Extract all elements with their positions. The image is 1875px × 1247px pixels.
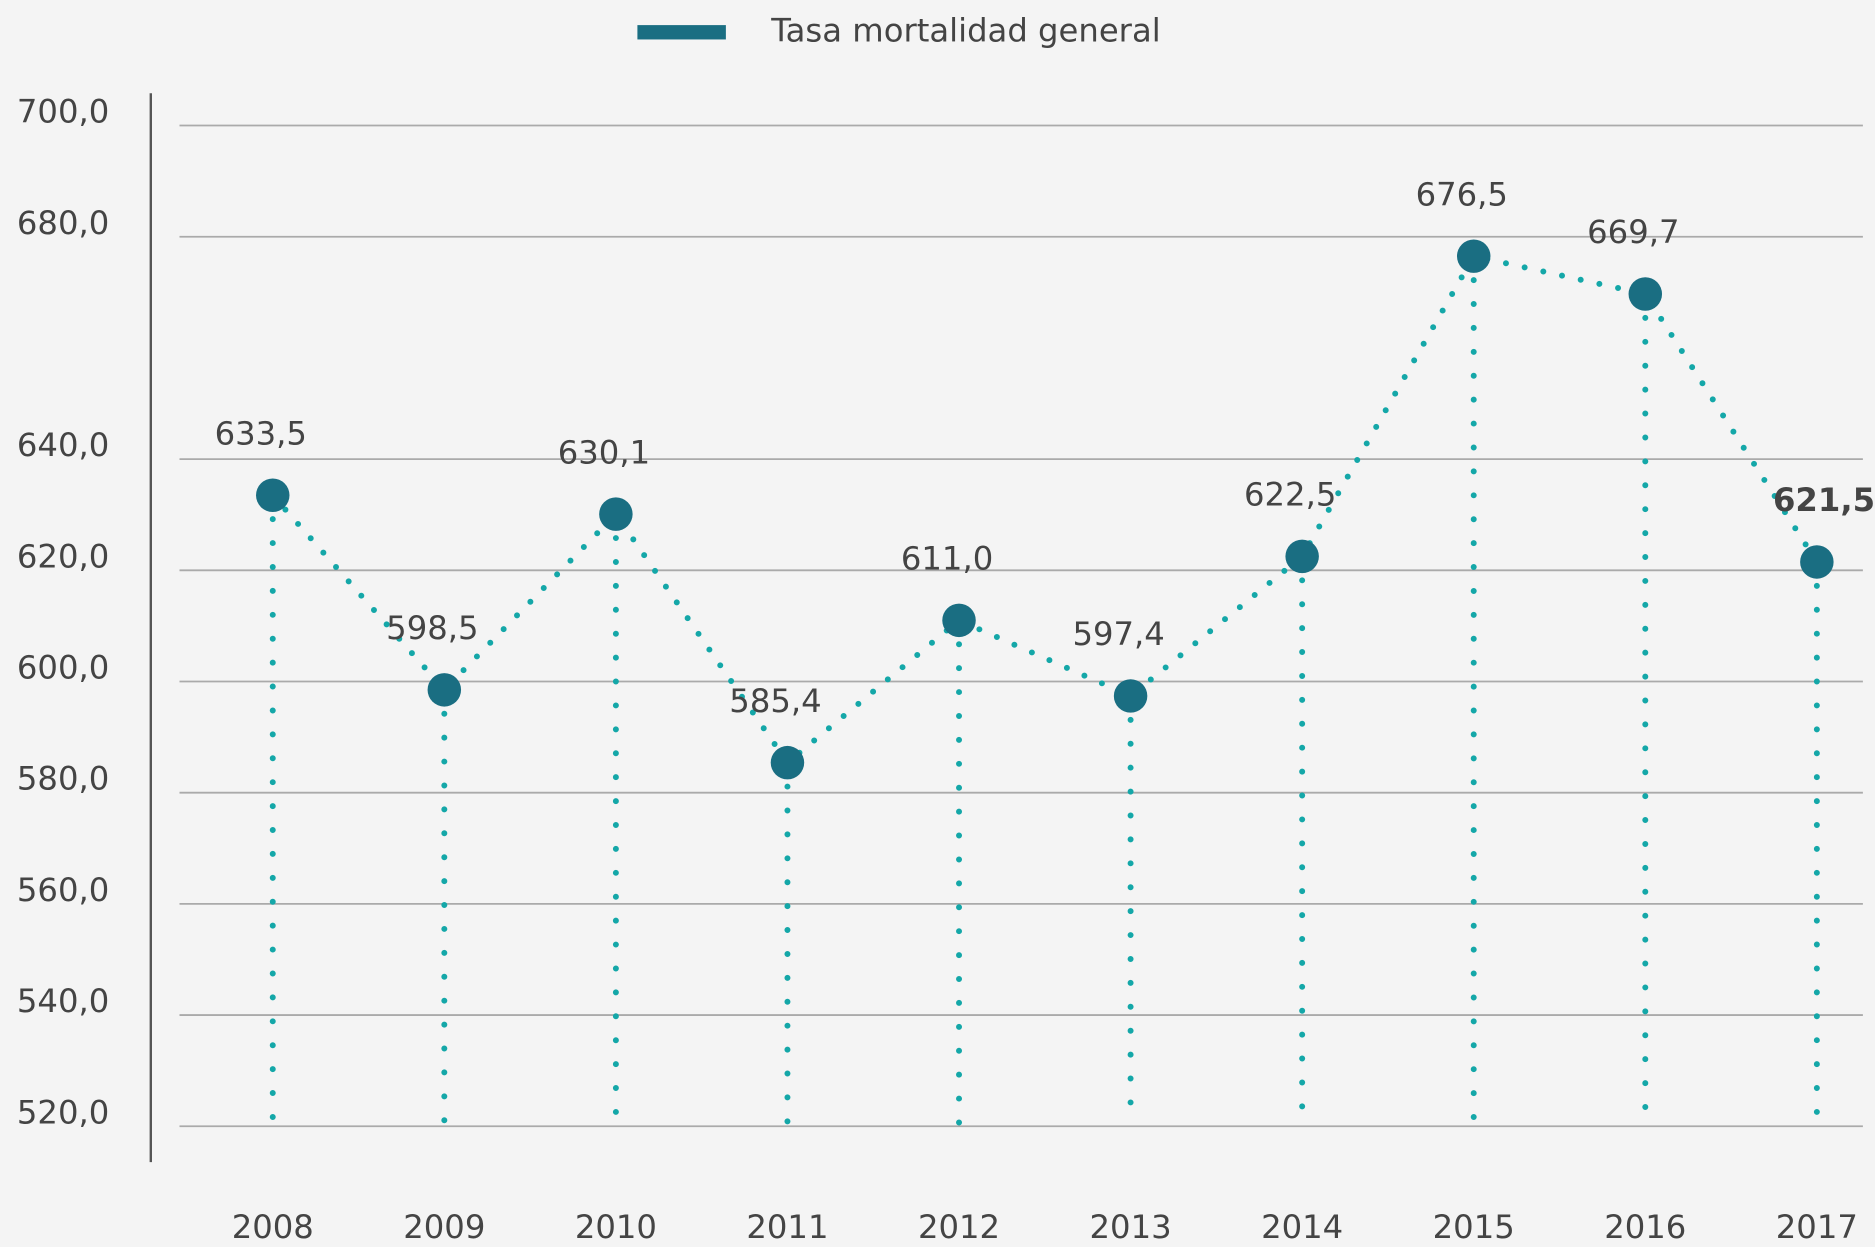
point [1800, 545, 1834, 579]
x-tick-label: 2014 [1261, 1208, 1343, 1246]
point [599, 497, 633, 531]
x-tick-label: 2017 [1776, 1208, 1858, 1246]
data-label: 621,5 [1773, 481, 1875, 519]
x-tick-label: 2013 [1090, 1208, 1172, 1246]
data-label: 585,4 [729, 682, 821, 720]
point [1113, 679, 1148, 713]
point [427, 673, 462, 707]
data-label: 676,5 [1416, 175, 1508, 213]
point [942, 603, 976, 638]
x-tick-label: 2010 [575, 1208, 657, 1246]
y-tick-label: 520,0 [17, 1093, 109, 1131]
y-tick-label: 600,0 [17, 649, 109, 687]
y-tick-label: 560,0 [17, 871, 109, 909]
data-label: 669,7 [1587, 213, 1679, 251]
point [770, 745, 805, 780]
point [1628, 277, 1663, 311]
point [256, 478, 290, 512]
y-tick-label: 620,0 [17, 537, 109, 575]
y-tick-label: 580,0 [17, 760, 109, 798]
y-tick-label: 700,0 [17, 93, 109, 131]
x-tick-label: 2016 [1604, 1208, 1686, 1246]
y-tick-label: 540,0 [17, 982, 109, 1020]
data-label: 630,1 [558, 433, 650, 471]
x-tick-label: 2011 [746, 1208, 828, 1246]
data-label: 597,4 [1072, 615, 1164, 653]
point [1456, 239, 1491, 273]
series-line [269, 252, 1820, 768]
legend-label: Tasa mortalidad general [770, 11, 1160, 49]
x-tick-label: 2008 [232, 1208, 314, 1246]
x-tick-label: 2009 [403, 1208, 485, 1246]
data-label: 622,5 [1244, 476, 1336, 514]
x-tick-label: 2015 [1433, 1208, 1515, 1246]
y-tick-label: 680,0 [17, 204, 109, 242]
x-tick-label: 2012 [918, 1208, 1000, 1246]
data-label: 633,5 [215, 414, 307, 452]
data-label: 598,5 [386, 609, 478, 647]
legend-swatch [637, 25, 726, 40]
y-tick-label: 640,0 [17, 426, 109, 464]
data-label: 611,0 [901, 540, 993, 578]
point [1285, 539, 1319, 574]
